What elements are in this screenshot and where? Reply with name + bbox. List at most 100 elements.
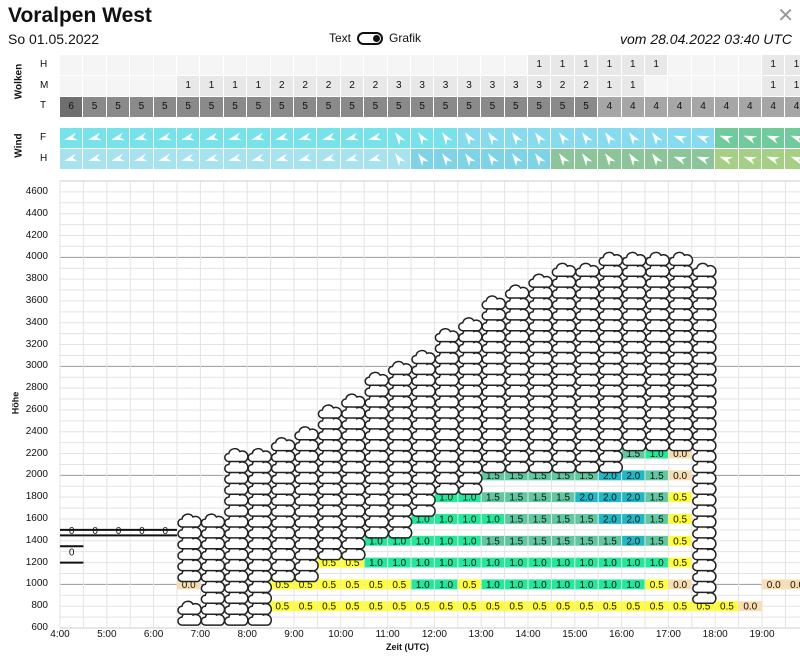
view-toggle[interactable]: Text Grafik: [329, 31, 421, 45]
climb-cell: [645, 492, 668, 503]
climb-cell: [271, 579, 294, 590]
climb-cell: [481, 492, 505, 503]
wind-arrow-icon: [387, 149, 410, 169]
climb-cell: [411, 535, 434, 546]
climb-cell: [364, 557, 388, 568]
cloud-cell-h: [691, 55, 715, 75]
climb-cell: [551, 535, 575, 546]
climb-cell: [481, 601, 505, 612]
cloud-cell-h: [504, 55, 527, 75]
climb-cell: [645, 470, 668, 481]
climb-value-label: 0.0: [673, 580, 687, 591]
climb-cell: [317, 557, 341, 568]
climb-value-label: 1.5: [486, 536, 500, 547]
climb-cell: [177, 579, 200, 590]
cloud-cell-m: 2: [551, 76, 574, 96]
climb-cell: [505, 535, 528, 546]
cloud-cell-h: [106, 55, 130, 75]
cloud-cell-t: 5: [200, 97, 223, 117]
climb-value-label: 1.0: [439, 580, 453, 591]
climb-value-label: 1.5: [650, 471, 664, 482]
wind-arrow-icon: [457, 128, 481, 148]
climb-value-label: 0.5: [673, 514, 687, 525]
climb-value-label: 2.0: [626, 536, 640, 547]
y-tick-label: 1800: [25, 491, 48, 503]
climb-cell: [622, 535, 645, 546]
cloud-cell-h: [83, 55, 106, 75]
wind-arrow-icon: [528, 149, 551, 169]
cloud-cell-t: 5: [177, 97, 200, 117]
climb-value-label: 1.0: [392, 558, 406, 569]
wind-arrow-icon: [223, 149, 247, 169]
climb-value-label: 1.5: [626, 449, 640, 460]
climb-value-label: 1.0: [463, 558, 477, 569]
climb-cell: [528, 514, 551, 524]
cloud-cell-t: 5: [574, 97, 598, 117]
climb-value-label: 0.5: [322, 602, 336, 613]
climb-value-label: 1.5: [580, 536, 594, 547]
cloud-cell-m: 1: [762, 76, 785, 96]
climb-value-label: 0.0: [182, 580, 196, 591]
climb-cell: [551, 470, 575, 481]
y-tick-label: 3200: [25, 338, 48, 350]
cloud-cell-m: 3: [481, 76, 504, 96]
wind-arrow-icon: [60, 128, 83, 148]
toggle-switch[interactable]: [357, 31, 384, 45]
cloud-cell-h: [270, 55, 293, 75]
climb-cell: [598, 492, 622, 503]
issue-timestamp: vom 28.04.2022 03:40 UTC: [620, 31, 792, 47]
climb-value-label: 2.0: [603, 471, 617, 482]
wind-arrow-icon: [457, 149, 481, 169]
zero-label: 0: [139, 526, 145, 537]
cloud-cell-t: 4: [621, 97, 644, 117]
cloud-cell-t: 5: [481, 97, 504, 117]
x-tick-label: 8:00: [237, 629, 257, 640]
wind-arrow-icon: [551, 128, 574, 148]
wind-arrow-icon: [434, 128, 457, 148]
cloud-cell-t: 5: [411, 97, 434, 117]
climb-cell: [481, 535, 505, 546]
climb-cell: [622, 448, 645, 459]
climb-cell: [388, 579, 411, 590]
climb-cell: [575, 470, 598, 481]
climb-cell: [785, 579, 800, 590]
wind-arrow-icon: [153, 149, 176, 169]
page-title: Voralpen West: [8, 4, 152, 27]
y-tick-label: 600: [31, 622, 48, 633]
cloud-cell-m: 3: [528, 76, 551, 96]
cloud-cell-m: [106, 76, 130, 96]
cloud-cell-h: [715, 55, 738, 75]
climb-cell: [575, 535, 598, 546]
climb-value-label: 0.5: [369, 602, 383, 613]
x-tick-label: 19:00: [749, 629, 775, 640]
climb-cell: [551, 557, 575, 568]
climb-cell: [458, 601, 481, 612]
cloud-cell-t: 4: [785, 97, 800, 117]
x-tick-label: 13:00: [468, 629, 494, 640]
climb-cell: [668, 448, 692, 459]
x-tick-label: 4:00: [50, 629, 70, 640]
cloud-cell-m: 2: [340, 76, 364, 96]
cloud-cell-h: [364, 55, 387, 75]
cloud-cell-h: [60, 55, 83, 75]
climb-cell: [364, 601, 388, 612]
y-tick-label: 2200: [25, 447, 48, 459]
climb-value-label: 0.5: [580, 602, 594, 613]
cloud-icon: [692, 262, 717, 277]
climb-value-label: 0.5: [486, 602, 500, 613]
climb-value-label: 1.5: [533, 536, 547, 547]
wind-arrow-icon: [645, 149, 668, 169]
climb-cell: [411, 579, 434, 590]
climb-value-label: 0.5: [322, 580, 336, 591]
climb-cell: [481, 579, 505, 590]
cloud-cell-m: 2: [270, 76, 293, 96]
x-tick-label: 9:00: [284, 629, 304, 640]
climb-value-label: 1.0: [486, 580, 500, 591]
climb-value-label: 1.5: [556, 514, 570, 525]
climb-value-label: 1.0: [650, 558, 664, 569]
climb-value-label: 1.0: [439, 536, 453, 547]
climb-value-label: 1.5: [509, 536, 523, 547]
zero-label: 0: [163, 526, 169, 537]
close-icon[interactable]: ✕: [777, 5, 794, 27]
y-tick-label: 4400: [25, 207, 48, 219]
